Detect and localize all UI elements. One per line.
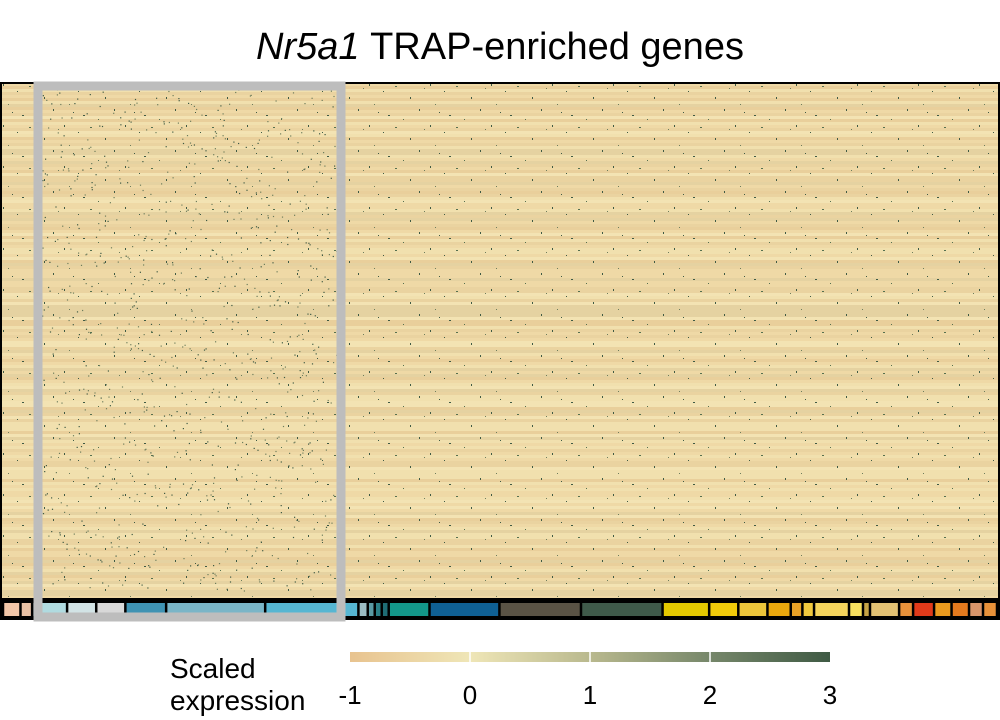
- cluster-segment: [864, 603, 869, 616]
- legend-title-line1: Scaled: [170, 653, 256, 684]
- chart-title-gene: Nr5a1: [256, 26, 360, 68]
- legend-tick-label: 0: [463, 680, 477, 710]
- legend-tick-label: 1: [583, 680, 597, 710]
- cluster-segment: [359, 603, 367, 616]
- cluster-segment: [914, 603, 933, 616]
- cluster-segment: [871, 603, 898, 616]
- cluster-segment: [935, 603, 951, 616]
- cluster-segment: [952, 603, 968, 616]
- legend-title: Scaled expression: [170, 653, 305, 717]
- cluster-segment: [984, 603, 996, 616]
- cluster-segment: [850, 603, 862, 616]
- cluster-segment: [768, 603, 790, 616]
- cluster-segment: [375, 603, 381, 616]
- cluster-segment: [710, 603, 738, 616]
- highlight-box: [33, 81, 346, 622]
- cluster-segment: [791, 603, 802, 616]
- cluster-segment: [815, 603, 848, 616]
- cluster-segment: [382, 603, 388, 616]
- cluster-segment: [500, 603, 580, 616]
- cluster-segment: [582, 603, 662, 616]
- cluster-segment: [21, 603, 31, 616]
- cluster-segment: [900, 603, 912, 616]
- cluster-segment: [368, 603, 374, 616]
- cluster-segment: [739, 603, 767, 616]
- chart-title: Nr5a1 TRAP-enriched genes: [0, 22, 1000, 72]
- heatmap-cells: [1, 83, 999, 599]
- cluster-segment: [803, 603, 813, 616]
- cluster-segment: [970, 603, 982, 616]
- legend-tick-label: 2: [703, 680, 717, 710]
- chart-title-text: TRAP-enriched genes: [370, 26, 744, 68]
- color-legend: -1 0 1 2 3: [338, 652, 837, 710]
- cluster-segment: [389, 603, 429, 616]
- heatmap-speckle: [1, 83, 999, 598]
- legend-tick-label: -1: [338, 680, 361, 710]
- cluster-segment: [4, 603, 20, 616]
- legend-title-line2: expression: [170, 685, 306, 716]
- legend-tick-label: 3: [823, 680, 837, 710]
- cluster-segment: [663, 603, 708, 616]
- cluster-segment: [430, 603, 499, 616]
